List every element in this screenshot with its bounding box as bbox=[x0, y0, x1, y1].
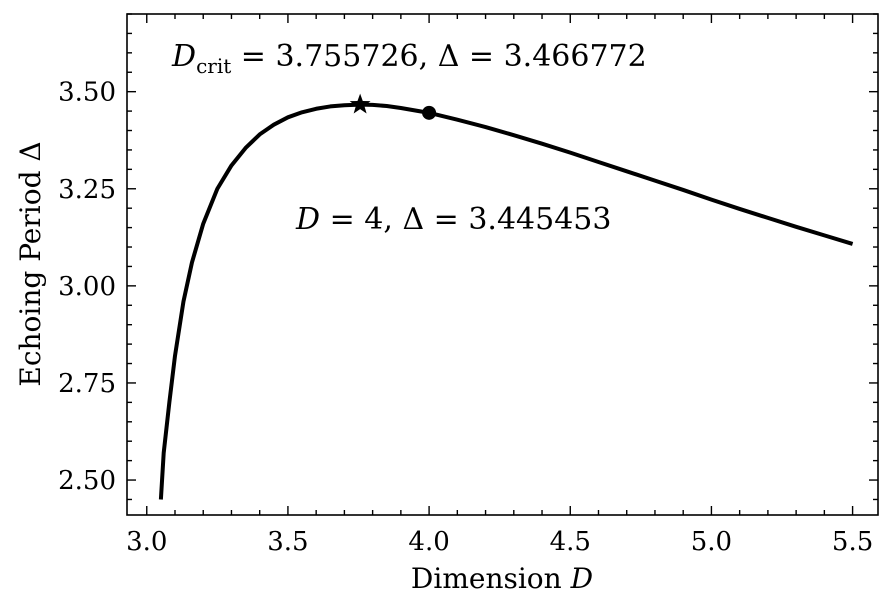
y-tick-label: 3.25 bbox=[58, 175, 116, 205]
x-tick-label: 3.5 bbox=[267, 527, 308, 557]
tick-marks bbox=[127, 13, 878, 515]
y-axis-label: Echoing Period Δ bbox=[14, 141, 47, 386]
y-tick-label: 2.50 bbox=[58, 466, 116, 496]
plot-frame bbox=[126, 13, 879, 516]
marker-star bbox=[349, 93, 371, 114]
x-axis-label: Dimension D bbox=[411, 562, 593, 595]
y-tick-label: 3.50 bbox=[58, 78, 116, 108]
annotation-critical: Dcrit = 3.755726, Δ = 3.466772 bbox=[171, 39, 647, 78]
x-tick-label: 4.5 bbox=[550, 527, 591, 557]
y-tick-label: 2.75 bbox=[58, 369, 116, 399]
x-tick-label: 5.5 bbox=[832, 527, 873, 557]
x-tick-label: 5.0 bbox=[691, 527, 732, 557]
annotation-d4: D = 4, Δ = 3.445453 bbox=[295, 202, 611, 237]
marker-circle bbox=[422, 105, 437, 120]
y-tick-label: 3.00 bbox=[58, 272, 116, 302]
markers bbox=[349, 93, 437, 120]
tick-labels: 3.0 3.5 4.0 4.5 5.0 5.5 2.50 2.75 3.00 3.25 3.50 bbox=[58, 78, 873, 557]
x-tick-label: 3.0 bbox=[126, 527, 167, 557]
x-tick-label: 4.0 bbox=[408, 527, 449, 557]
series-line bbox=[158, 102, 854, 500]
